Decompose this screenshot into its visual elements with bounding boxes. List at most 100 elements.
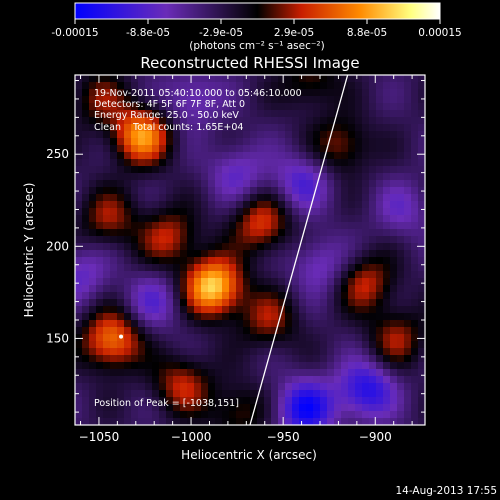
heatmap-cell [250,313,258,321]
heatmap-cell [411,236,419,244]
heatmap-cell [159,145,167,153]
heatmap-cell [320,306,328,314]
heatmap-cell [194,404,202,412]
heatmap-cell [138,222,146,230]
heatmap-cell [250,306,258,314]
heatmap-cell [243,180,251,188]
heatmap-cell [243,236,251,244]
heatmap-cell [418,418,425,425]
heatmap-cell [236,208,244,216]
heatmap-cell [250,397,258,405]
heatmap-cell [173,418,181,425]
heatmap-cell [194,355,202,363]
heatmap-cell [89,82,97,90]
heatmap-cell [229,250,237,258]
heatmap-cell [278,243,286,251]
heatmap-cell [117,397,125,405]
heatmap-cell [180,299,188,307]
heatmap-cell [103,173,111,181]
heatmap-cell [383,390,391,398]
heatmap-cell [117,271,125,279]
heatmap-cell [180,327,188,335]
heatmap-cell [110,166,118,174]
heatmap-cell [390,201,398,209]
heatmap-cell [117,82,125,90]
heatmap-cell [117,299,125,307]
heatmap-cell [257,411,265,419]
heatmap-cell [229,82,237,90]
heatmap-cell [250,264,258,272]
heatmap-cell [397,348,405,356]
heatmap-cell [313,306,321,314]
heatmap-cell [117,341,125,349]
heatmap-cell [145,96,153,104]
heatmap-cell [215,264,223,272]
heatmap-cell [138,229,146,237]
heatmap-cell [229,201,237,209]
heatmap-cell [166,299,174,307]
heatmap-cell [369,264,377,272]
heatmap-cell [390,208,398,216]
heatmap-cell [222,362,230,370]
heatmap-cell [264,89,272,97]
heatmap-cell [110,117,118,125]
heatmap-cell [89,376,97,384]
heatmap-cell [96,411,104,419]
heatmap-cell [131,243,139,251]
heatmap-cell [117,278,125,286]
heatmap-cell [222,397,230,405]
heatmap-cell [327,208,335,216]
heatmap-cell [229,327,237,335]
heatmap-cell [173,229,181,237]
heatmap-cell [110,285,118,293]
heatmap-cell [75,194,83,202]
heatmap-cell [327,229,335,237]
heatmap-cell [131,201,139,209]
heatmap-cell [138,187,146,195]
heatmap-cell [341,362,349,370]
heatmap-cell [362,124,370,132]
heatmap-cell [117,369,125,377]
heatmap-cell [180,201,188,209]
heatmap-cell [327,257,335,265]
heatmap-cell [187,383,195,391]
heatmap-cell [145,152,153,160]
heatmap-cell [159,257,167,265]
heatmap-cell [96,376,104,384]
heatmap-cell [145,124,153,132]
heatmap-cell [411,82,419,90]
heatmap-cell [411,383,419,391]
heatmap-cell [152,320,160,328]
heatmap-cell [131,117,139,125]
heatmap-cell [138,397,146,405]
heatmap-cell [103,131,111,139]
heatmap-cell [264,404,272,412]
heatmap-cell [278,355,286,363]
heatmap-cell [180,369,188,377]
heatmap-cell [355,222,363,230]
heatmap-cell [75,110,83,118]
heatmap-cell [348,243,356,251]
heatmap-cell [180,320,188,328]
heatmap-cell [243,89,251,97]
heatmap-cell [152,313,160,321]
heatmap-cell [334,257,342,265]
heatmap-cell [117,390,125,398]
heatmap-cell [376,278,384,286]
heatmap-cell [229,334,237,342]
heatmap-cell [194,131,202,139]
heatmap-cell [341,138,349,146]
heatmap-cell [208,145,216,153]
heatmap-cell [152,299,160,307]
heatmap-cell [418,75,425,83]
heatmap-cell [299,138,307,146]
heatmap-cell [383,355,391,363]
heatmap-cell [89,271,97,279]
heatmap-cell [243,187,251,195]
heatmap-cell [404,320,412,328]
heatmap-cell [145,75,153,83]
x-tick-label: −900 [359,430,392,444]
heatmap-cell [271,285,279,293]
heatmap-cell [159,89,167,97]
heatmap-cell [299,313,307,321]
